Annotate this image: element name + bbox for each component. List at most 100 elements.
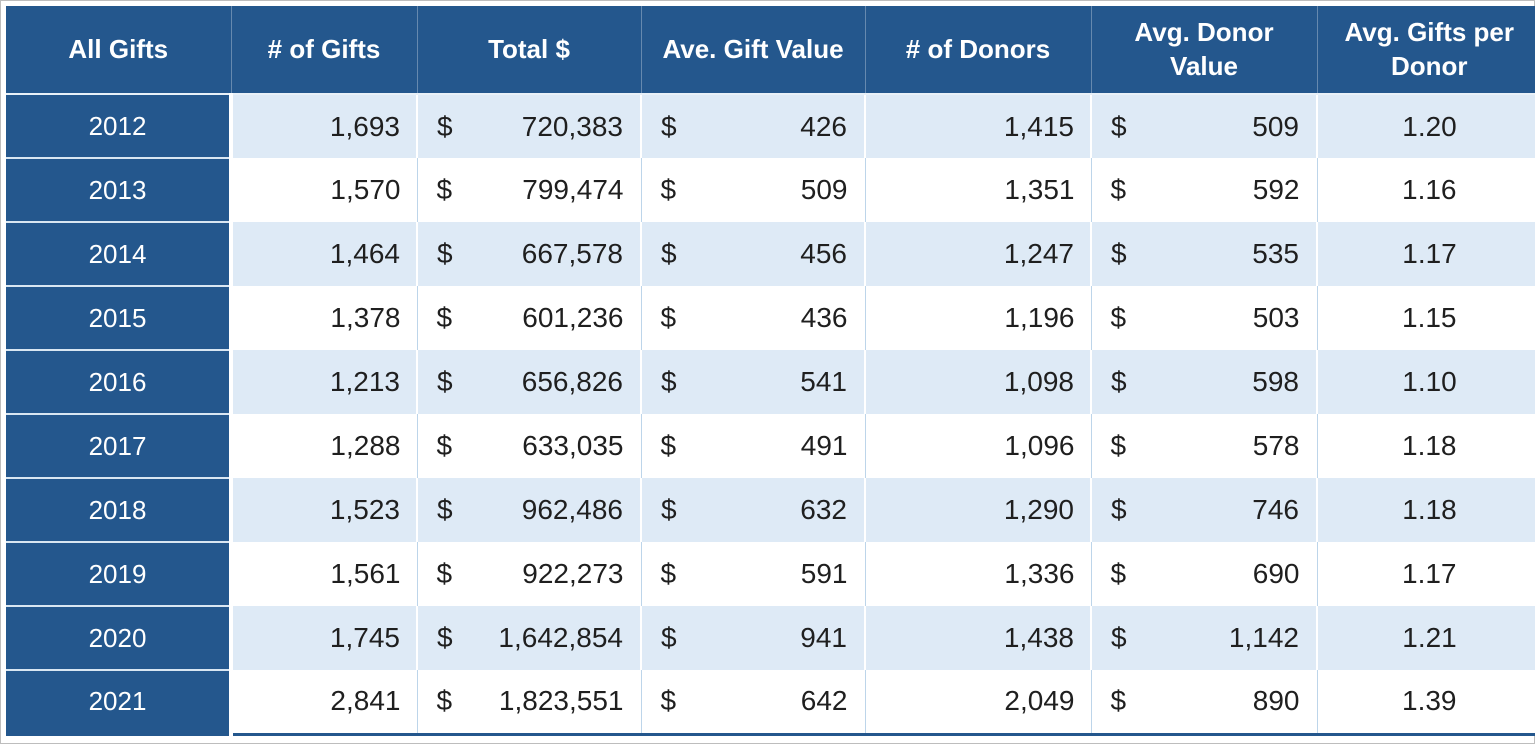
dollar-sign: $ [661,622,677,653]
avg-donor-value: 578 [1252,430,1300,461]
avg-gift-value-cell: $ 642 [640,670,865,734]
dollar-sign: $ [436,430,453,461]
total-dollars-cell: $ 667,578 [416,222,641,286]
num-gifts-cell: 1,464 [231,222,417,286]
total-dollars-value: 922,273 [522,558,624,589]
avg-donor-value-cell: $ 503 [1090,286,1317,350]
avg-donor-value: 1,142 [1228,622,1299,653]
header-avg-donor-value: Avg. Donor Value [1090,6,1317,95]
header-avg-gift-value: Ave. Gift Value [640,6,865,95]
header-row: All Gifts # of Gifts Total $ Ave. Gift V… [6,6,1535,95]
table-row: 2019 1,561 $ 922,273 $ 591 1 [6,542,1535,607]
avg-gift-value-cell: $ 541 [640,350,865,414]
avg-donor-value-cell: $ 598 [1090,350,1317,414]
num-donors-cell: 1,336 [864,542,1091,606]
avg-gift-value-cell: $ 456 [640,222,865,286]
num-donors-cell: 1,438 [864,606,1091,670]
gifts-per-donor-cell: 1.39 [1316,670,1535,734]
avg-gift-value: 456 [800,238,847,269]
avg-donor-value: 509 [1252,110,1299,142]
num-donors-cell: 1,247 [864,222,1091,286]
year-cell: 2020 [6,606,233,671]
gifts-per-donor-cell: 1.18 [1316,414,1535,478]
avg-donor-value-cell: $ 578 [1090,414,1317,478]
year-cell: 2013 [6,158,233,223]
avg-gift-value-cell: $ 632 [640,478,865,542]
header-num-gifts: # of Gifts [230,6,417,95]
dollar-sign: $ [1111,366,1127,397]
dollar-sign: $ [1110,685,1127,717]
avg-gift-value: 591 [800,558,848,589]
num-donors-cell: 2,049 [864,670,1091,734]
avg-donor-value: 746 [1252,494,1299,525]
dollar-sign: $ [437,494,453,525]
avg-gift-value: 426 [800,110,847,142]
dollar-sign: $ [436,174,453,205]
dollar-sign: $ [437,366,453,397]
table-row: 2018 1,523 $ 962,486 $ 632 1 [6,478,1535,543]
table-row: 2021 2,841 $ 1,823,551 $ 642 [6,670,1535,734]
avg-donor-value: 592 [1252,174,1300,205]
avg-donor-value-cell: $ 746 [1090,478,1317,542]
avg-donor-value-cell: $ 1,142 [1090,606,1317,670]
num-donors-cell: 1,096 [864,414,1091,478]
num-gifts-cell: 1,561 [231,542,417,606]
avg-gift-value: 642 [800,685,848,717]
year-cell: 2012 [6,94,233,159]
total-dollars-cell: $ 799,474 [416,158,641,222]
dollar-sign: $ [661,366,677,397]
num-donors-cell: 1,351 [864,158,1091,222]
gifts-per-donor-cell: 1.21 [1316,606,1535,670]
avg-donor-value-cell: $ 690 [1090,542,1317,606]
num-gifts-cell: 1,378 [231,286,417,350]
num-donors-cell: 1,290 [864,478,1091,542]
total-dollars-cell: $ 720,383 [416,94,641,158]
dollar-sign: $ [436,558,453,589]
table-row: 2014 1,464 $ 667,578 $ 456 1 [6,222,1535,287]
year-cell: 2014 [6,222,233,287]
dollar-sign: $ [1111,494,1127,525]
dollar-sign: $ [1110,302,1127,333]
dollar-sign: $ [1111,622,1127,653]
total-dollars-value: 633,035 [522,430,624,461]
dollar-sign: $ [437,110,453,142]
table-row: 2020 1,745 $ 1,642,854 $ 941 [6,606,1535,671]
avg-gift-value: 541 [800,366,847,397]
avg-donor-value: 535 [1252,238,1299,269]
total-dollars-value: 601,236 [522,302,624,333]
gifts-per-donor-cell: 1.20 [1316,94,1535,158]
num-gifts-cell: 1,745 [231,606,417,670]
dollar-sign: $ [436,302,453,333]
header-num-donors: # of Donors [864,6,1091,95]
total-dollars-value: 656,826 [521,366,623,397]
num-gifts-cell: 1,570 [231,158,417,222]
avg-gift-value: 436 [800,302,848,333]
total-dollars-cell: $ 922,273 [416,542,641,606]
dollar-sign: $ [1110,558,1127,589]
avg-donor-value: 503 [1252,302,1300,333]
total-dollars-cell: $ 1,642,854 [416,606,641,670]
avg-donor-value: 598 [1252,366,1299,397]
dollar-sign: $ [1110,174,1127,205]
num-gifts-cell: 2,841 [231,670,417,734]
total-dollars-cell: $ 633,035 [416,414,641,478]
num-donors-cell: 1,098 [864,350,1091,414]
total-dollars-cell: $ 1,823,551 [416,670,641,734]
dollar-sign: $ [660,430,677,461]
gifts-per-donor-cell: 1.18 [1316,478,1535,542]
avg-gift-value-cell: $ 941 [640,606,865,670]
total-dollars-value: 962,486 [521,494,623,525]
table-row: 2016 1,213 $ 656,826 $ 541 1 [6,350,1535,415]
avg-donor-value-cell: $ 592 [1090,158,1317,222]
avg-gift-value-cell: $ 491 [640,414,865,478]
avg-gift-value-cell: $ 426 [640,94,865,158]
dollar-sign: $ [661,238,677,269]
dollar-sign: $ [661,110,677,142]
total-dollars-value: 1,823,551 [498,685,624,717]
year-cell: 2015 [6,286,233,351]
num-gifts-cell: 1,288 [231,414,417,478]
header-avg-gifts-per-donor: Avg. Gifts per Donor [1316,6,1535,95]
avg-donor-value-cell: $ 509 [1090,94,1317,158]
table-row: 2012 1,693 $ 720,383 $ 426 1 [6,94,1535,159]
